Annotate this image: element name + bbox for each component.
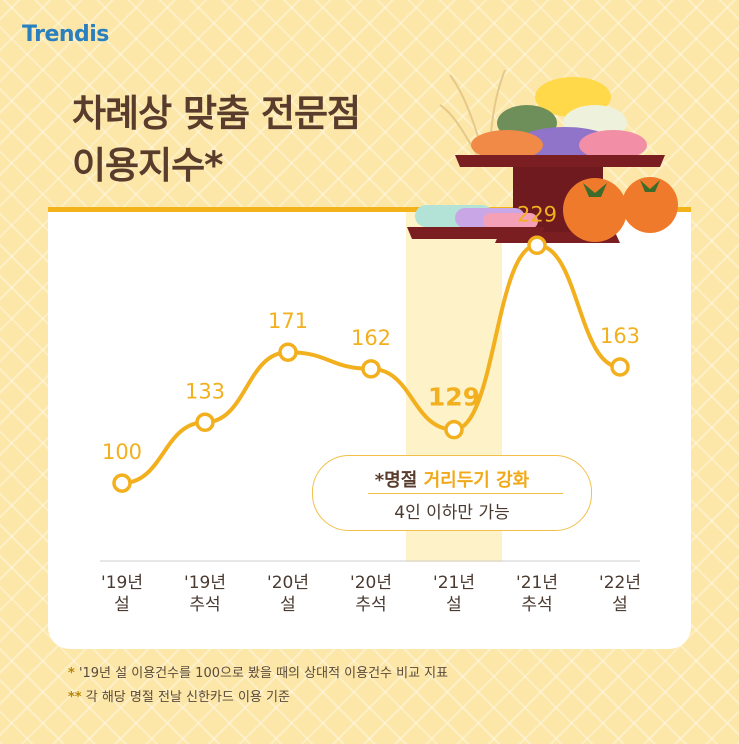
data-point: [361, 359, 381, 379]
annotation-line-2: 4인 이하만 가능: [394, 503, 510, 523]
charye-table-illustration: [407, 69, 678, 243]
page-title: 차례상 맞춤 전문점 이용지수*: [72, 88, 361, 192]
annotation-line-1: *명절 거리두기 강화: [374, 470, 530, 491]
annotation-box: *명절 거리두기 강화 4인 이하만 가능: [312, 455, 592, 531]
value-label: 229: [517, 202, 557, 226]
value-label: 133: [185, 379, 225, 403]
data-point: [112, 473, 132, 493]
x-tick-label: '20년 설: [267, 573, 309, 615]
value-label: 171: [268, 309, 308, 333]
data-point: [444, 419, 464, 440]
title-line-1: 차례상 맞춤 전문점: [72, 92, 361, 135]
value-label: 163: [600, 324, 640, 348]
brand-logo: Trendis: [22, 22, 109, 47]
x-tick-label: '21년 설: [433, 573, 475, 615]
x-tick-label: '20년 추석: [350, 573, 392, 615]
annotation-highlight: 거리두기 강화: [423, 470, 530, 491]
value-label: 100: [102, 440, 142, 464]
x-tick-label: '22년 설: [599, 573, 641, 615]
annotation-divider: [368, 493, 563, 494]
x-tick-label: '19년 추석: [184, 573, 226, 615]
chart-card: [48, 207, 691, 649]
data-point: [195, 412, 215, 433]
title-line-2: 이용지수*: [72, 144, 224, 187]
footnote-2: ** 각 해당 명절 전날 신한카드 이용 기준: [68, 690, 290, 705]
value-label: 129: [428, 383, 480, 412]
x-tick-label: '19년 설: [101, 573, 143, 615]
footnote-1: * '19년 설 이용건수를 100으로 봤을 때의 상대적 이용건수 비교 지…: [68, 666, 449, 681]
data-point: [278, 342, 298, 362]
data-point: [610, 357, 630, 377]
x-tick-label: '21년 추석: [516, 573, 558, 615]
data-point: [527, 235, 547, 256]
value-label: 162: [351, 326, 391, 350]
